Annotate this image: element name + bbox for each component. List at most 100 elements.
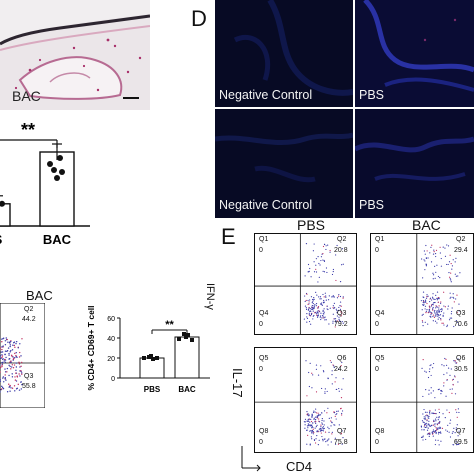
event-dot <box>337 443 340 445</box>
event-dot <box>458 430 460 432</box>
event-dot <box>434 430 436 432</box>
event-dot <box>341 248 344 250</box>
event-dot <box>15 354 17 357</box>
x-axis-label: CD4 <box>286 459 313 474</box>
event-dot <box>437 301 439 303</box>
event-dot <box>432 297 434 299</box>
event-dot <box>436 306 438 308</box>
event-dot <box>0 366 2 369</box>
event-dot <box>308 320 311 323</box>
event-dot <box>450 272 452 274</box>
event-dot <box>447 367 450 369</box>
event-dot <box>308 314 310 316</box>
significance-marker: ** <box>21 120 35 140</box>
event-dot <box>458 411 460 414</box>
event-dot <box>440 318 442 320</box>
event-dot <box>448 261 451 263</box>
quadrant-label: Q4 <box>375 310 385 317</box>
event-dot <box>328 323 330 325</box>
bar <box>0 203 11 227</box>
event-dot <box>10 354 13 357</box>
event-dot <box>319 296 322 298</box>
event-dot <box>323 438 325 440</box>
event-dot <box>6 338 8 341</box>
quadrant-value: 75.8 <box>334 439 348 446</box>
event-dot <box>430 392 432 394</box>
event-dot <box>12 356 14 358</box>
event-dot <box>437 313 439 316</box>
event-dot <box>1 385 3 388</box>
event-dot <box>433 301 435 304</box>
event-dot <box>429 364 431 367</box>
event-dot <box>440 265 443 267</box>
fluorescence-tile: Negative Control <box>215 109 353 218</box>
event-dot <box>449 388 451 390</box>
event-dot <box>451 379 454 381</box>
event-dot <box>439 426 441 428</box>
event-dot <box>452 444 454 446</box>
event-dot <box>449 419 452 421</box>
event-dot <box>447 245 450 247</box>
event-dot <box>422 277 424 279</box>
event-dot <box>310 323 312 325</box>
quadrant-value: 0 <box>259 439 263 446</box>
event-dot <box>439 427 442 429</box>
event-dot <box>17 383 19 386</box>
event-dot <box>10 360 12 362</box>
event-dot <box>426 296 428 298</box>
event-dot <box>429 413 431 415</box>
event-dot <box>432 293 434 295</box>
event-dot <box>316 315 319 317</box>
event-dot <box>11 373 13 375</box>
event-dot <box>453 297 455 299</box>
event-dot <box>317 374 320 376</box>
event-dot <box>8 386 10 388</box>
event-dot <box>342 297 344 299</box>
event-dot <box>320 432 322 434</box>
event-dot <box>439 302 442 304</box>
event-dot <box>329 360 331 362</box>
event-dot <box>436 312 439 314</box>
event-dot <box>322 370 325 372</box>
event-dot <box>319 316 321 318</box>
event-dot <box>316 415 318 417</box>
event-dot <box>307 299 309 302</box>
col-title-bac: BAC <box>412 217 441 233</box>
event-dot <box>315 303 318 305</box>
quadrant-label: Q2 <box>456 236 466 243</box>
event-dot <box>421 314 423 316</box>
event-dot <box>434 423 436 425</box>
event-dot <box>445 358 447 360</box>
event-dot <box>6 350 8 353</box>
event-dot <box>315 416 317 418</box>
event-dot <box>21 373 23 375</box>
event-dot <box>306 425 309 427</box>
tick-label: BAC <box>178 385 196 394</box>
event-dot <box>429 307 431 309</box>
event-dot <box>339 321 342 323</box>
y-axis-label: % CD4+ CD69+ T cell <box>86 305 96 390</box>
event-dot <box>425 264 428 266</box>
event-dot <box>440 390 442 392</box>
event-dot <box>315 408 317 410</box>
event-dot <box>309 425 311 427</box>
event-dot <box>327 444 329 446</box>
panel-label-e: E <box>221 224 236 249</box>
event-dot <box>15 366 18 368</box>
event-dot <box>443 324 445 326</box>
event-dot <box>446 430 448 432</box>
event-dot <box>434 309 436 312</box>
event-dot <box>444 417 446 419</box>
event-dot <box>332 295 334 297</box>
event-dot <box>321 387 323 390</box>
event-dot <box>1 341 3 343</box>
tile-label: PBS <box>359 198 385 212</box>
event-dot <box>458 303 460 305</box>
event-dot <box>4 340 7 342</box>
event-dot <box>338 294 340 296</box>
quadrant-label: Q4 <box>259 310 269 317</box>
event-dot <box>459 272 461 274</box>
event-dot <box>427 423 429 425</box>
y-tick-label: 20 <box>107 356 115 363</box>
event-dot <box>305 243 308 245</box>
